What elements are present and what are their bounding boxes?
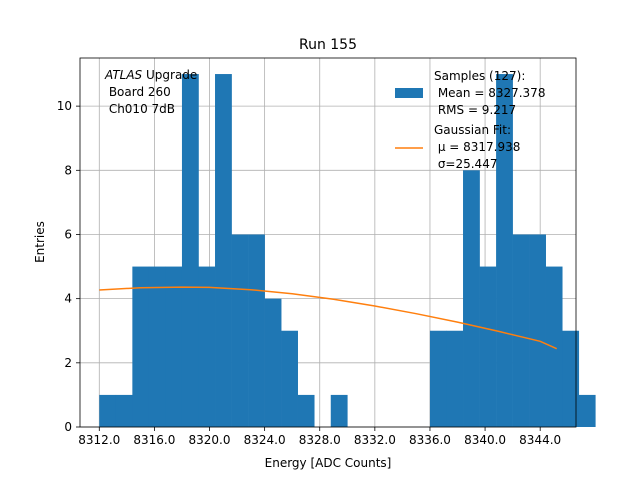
upgrade-label: Upgrade [142,68,197,82]
gaussian-fit-line [99,286,558,350]
legend-fit-title: Gaussian Fit: [434,123,511,137]
legend: Samples (127): Mean = 8327.378 RMS = 9.2… [395,69,545,171]
legend-samples-rms: RMS = 9.217 [434,103,516,117]
x-tick-label: 8340.0 [464,433,506,447]
atlas-annotation: ATLAS Upgrade Board 260 Ch010 7dB [104,68,197,116]
x-axis-label: Energy [ADC Counts] [265,456,392,470]
x-tick-label: 8312.0 [78,433,120,447]
histogram-bar [562,330,580,427]
plot-frame [79,57,577,428]
histogram-bar [198,266,216,427]
histogram-bar [512,234,530,427]
legend-samples-patch [395,88,423,98]
x-tick-label: 8332.0 [354,433,396,447]
histogram-bar [181,74,199,427]
y-tick-label: 8 [64,163,72,177]
histogram-bar [479,266,497,427]
x-tick-label: 8328.0 [299,433,341,447]
y-axis-ticks: 0 2 4 6 8 10 [57,99,80,434]
histogram-bar [429,330,447,427]
legend-fit-mu: μ = 8317.938 [434,140,520,154]
x-tick-label: 8344.0 [519,433,561,447]
chart-title: Run 155 [299,37,357,53]
histogram-bar [463,170,480,427]
atlas-label: ATLAS [104,68,143,82]
histogram-bar [215,74,232,427]
x-tick-label: 8324.0 [244,433,286,447]
y-axis-label: Entries [33,221,47,263]
histogram-bars [99,74,596,427]
histogram-bar [132,266,150,427]
x-tick-label: 8320.0 [189,433,231,447]
histogram-bar [115,394,133,427]
histogram-bar [99,394,117,427]
histogram-bar [446,330,464,427]
board-label: Board 260 [105,85,171,99]
histogram-bar [165,266,183,427]
histogram-bar [248,234,265,427]
y-tick-label: 2 [64,356,72,370]
y-tick-label: 4 [64,292,72,306]
x-tick-label: 8316.0 [133,433,175,447]
svg-text:ATLAS Upgrade: ATLAS Upgrade [104,68,197,82]
histogram-bar [148,266,166,427]
histogram-bar [264,298,282,427]
legend-samples-title: Samples (127): [434,69,525,83]
histogram-bar [529,234,546,427]
x-axis-ticks: 8312.0 8316.0 8320.0 8324.0 8328.0 8332.0 8336… [78,427,561,447]
y-tick-label: 10 [57,99,72,113]
legend-samples-mean: Mean = 8327.378 [434,86,545,100]
histogram-bar [281,330,298,427]
histogram-bar [578,394,596,427]
histogram-bar [330,394,348,427]
channel-label: Ch010 7dB [105,102,175,116]
legend-fit-sigma: σ=25.447 [434,157,497,171]
y-tick-label: 6 [64,227,72,241]
histogram-bar [231,234,249,427]
histogram-bar [496,74,513,427]
y-tick-label: 0 [64,420,72,434]
histogram-bar [297,394,315,427]
x-tick-label: 8336.0 [409,433,451,447]
